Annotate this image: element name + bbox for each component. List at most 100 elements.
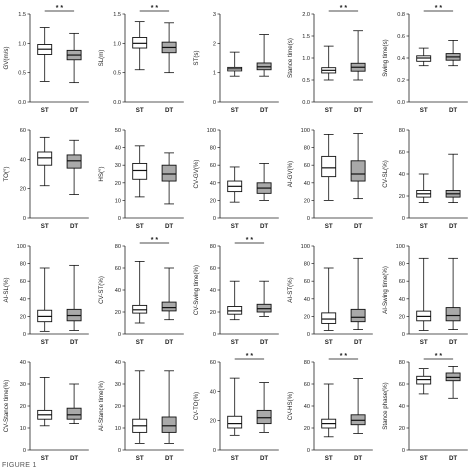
significance-stars: * * — [245, 353, 253, 360]
x-tick-label: DT — [354, 107, 362, 114]
y-tick-label: 60 — [209, 360, 215, 366]
y-tick-label: 40 — [304, 181, 310, 187]
x-tick-label: DT — [449, 339, 457, 346]
y-tick-label: 1.5 — [113, 12, 121, 18]
y-tick-label: 40 — [20, 297, 26, 303]
y-tick-label: 40 — [209, 389, 215, 395]
y-tick-label: 30 — [115, 163, 121, 169]
y-tick-label: 0.0 — [18, 100, 26, 106]
box-st — [132, 260, 147, 324]
significance-stars: * * — [435, 5, 443, 12]
panel-16: 0 10 20 30 40 AI-Stance time(%) ST DT — [98, 360, 184, 462]
x-tick-label: DT — [354, 339, 362, 346]
y-tick-label: 0.5 — [18, 71, 26, 77]
y-tick-label: 60 — [20, 128, 26, 134]
x-tick-label: ST — [41, 107, 49, 114]
y-tick-label: 0.4 — [397, 56, 405, 62]
x-tick-label: ST — [230, 339, 238, 346]
y-tick-label: 0 — [212, 332, 215, 338]
box-st — [416, 257, 432, 331]
y-axis-label: TO(°) — [3, 166, 10, 181]
iqr-box — [161, 164, 177, 182]
x-tick-label: DT — [70, 455, 78, 462]
box-st — [321, 267, 337, 331]
y-tick-label: 30 — [20, 382, 26, 388]
box-st — [132, 370, 147, 444]
y-tick-label: 40 — [20, 157, 26, 163]
y-tick-label: 20 — [304, 314, 310, 320]
y-tick-label: 20 — [209, 419, 215, 425]
box-dt — [445, 40, 461, 67]
panel-8: 0 20 40 60 80 100 AI-GV(%) ST DT — [287, 128, 374, 230]
y-tick-label: 40 — [209, 181, 215, 187]
y-tick-label: 100 — [301, 244, 310, 250]
x-tick-label: DT — [165, 107, 173, 114]
x-tick-label: DT — [165, 223, 173, 230]
panel-7: 0 20 40 60 80 100 CV-GV(%) ST DT — [193, 128, 279, 230]
box-st — [226, 280, 242, 321]
iqr-box — [161, 416, 177, 433]
y-tick-label: 40 — [209, 288, 215, 294]
y-tick-label: 80 — [20, 262, 26, 268]
y-tick-label: 0 — [307, 216, 310, 222]
y-tick-label: 20 — [304, 198, 310, 204]
y-tick-label: 60 — [20, 279, 26, 285]
y-axis-label: AI-ST(%) — [287, 277, 294, 302]
x-tick-label: ST — [325, 107, 333, 114]
iqr-box — [351, 308, 366, 323]
box-dt — [256, 382, 272, 433]
y-tick-label: 40 — [304, 297, 310, 303]
y-axis-label: CV-TO(%) — [193, 392, 200, 420]
x-tick-label: ST — [41, 455, 49, 462]
iqr-box — [132, 162, 147, 180]
y-tick-label: 60 — [304, 279, 310, 285]
box-dt — [351, 133, 366, 200]
y-tick-label: 0 — [212, 100, 215, 106]
y-axis-label: HS(°) — [98, 166, 105, 181]
y-tick-label: 0.8 — [397, 12, 405, 18]
box-dt — [161, 267, 177, 321]
box-st — [321, 45, 337, 81]
y-axis-label: AI-Swing time(%) — [382, 266, 389, 314]
x-tick-label: ST — [136, 339, 144, 346]
y-tick-label: 20 — [20, 314, 26, 320]
y-tick-label: 60 — [209, 266, 215, 272]
y-axis-label: Swing time(s) — [382, 39, 389, 76]
x-tick-label: DT — [260, 223, 268, 230]
y-tick-label: 0.0 — [397, 100, 405, 106]
y-axis-label: CV-SL(%) — [382, 160, 389, 188]
box-dt — [161, 22, 177, 74]
iqr-box — [66, 407, 82, 420]
panel-4: 0.0 0.2 0.4 0.6 0.8 Swing time(s) ST DT * * — [382, 5, 468, 114]
x-tick-label: DT — [354, 455, 362, 462]
x-tick-label: DT — [260, 339, 268, 346]
significance-stars: * * — [435, 353, 443, 360]
panel-11: 0 20 40 60 80 CV-ST(%) ST DT * * — [98, 237, 184, 346]
iqr-box — [256, 409, 272, 425]
panel-18: 0 20 40 60 80 CV-HS(%) ST DT * * — [287, 353, 374, 462]
box-dt — [256, 34, 272, 77]
y-axis-label: Stance phase(%) — [382, 382, 389, 429]
panel-10: 0 20 40 60 80 100 AI-SL(%) ST DT — [3, 244, 89, 346]
box-st — [226, 51, 242, 77]
x-tick-label: ST — [230, 455, 238, 462]
y-tick-label: 0.6 — [397, 34, 405, 40]
y-tick-label: 1.5 — [303, 34, 311, 40]
y-tick-label: 20 — [115, 181, 121, 187]
y-tick-label: 60 — [304, 382, 310, 388]
y-tick-label: 0.0 — [113, 100, 121, 106]
x-tick-label: ST — [325, 339, 333, 346]
y-tick-label: 0 — [212, 216, 215, 222]
y-tick-label: 0 — [402, 332, 405, 338]
y-tick-label: 20 — [399, 194, 405, 200]
y-tick-label: 80 — [399, 360, 405, 366]
y-axis-label: CV-ST(%) — [98, 276, 105, 304]
panel-12: 0 20 40 60 80 CV-Swing time(%) ST DT * * — [193, 237, 279, 346]
iqr-box — [321, 312, 337, 324]
x-tick-label: ST — [325, 455, 333, 462]
significance-stars: * * — [245, 237, 253, 244]
x-tick-label: ST — [420, 455, 428, 462]
panel-6: 0 10 20 30 40 50 HS(°) ST DT — [98, 128, 184, 230]
panel-17: 0 20 40 60 CV-TO(%) ST DT * * — [193, 353, 279, 462]
y-tick-label: 40 — [20, 360, 26, 366]
